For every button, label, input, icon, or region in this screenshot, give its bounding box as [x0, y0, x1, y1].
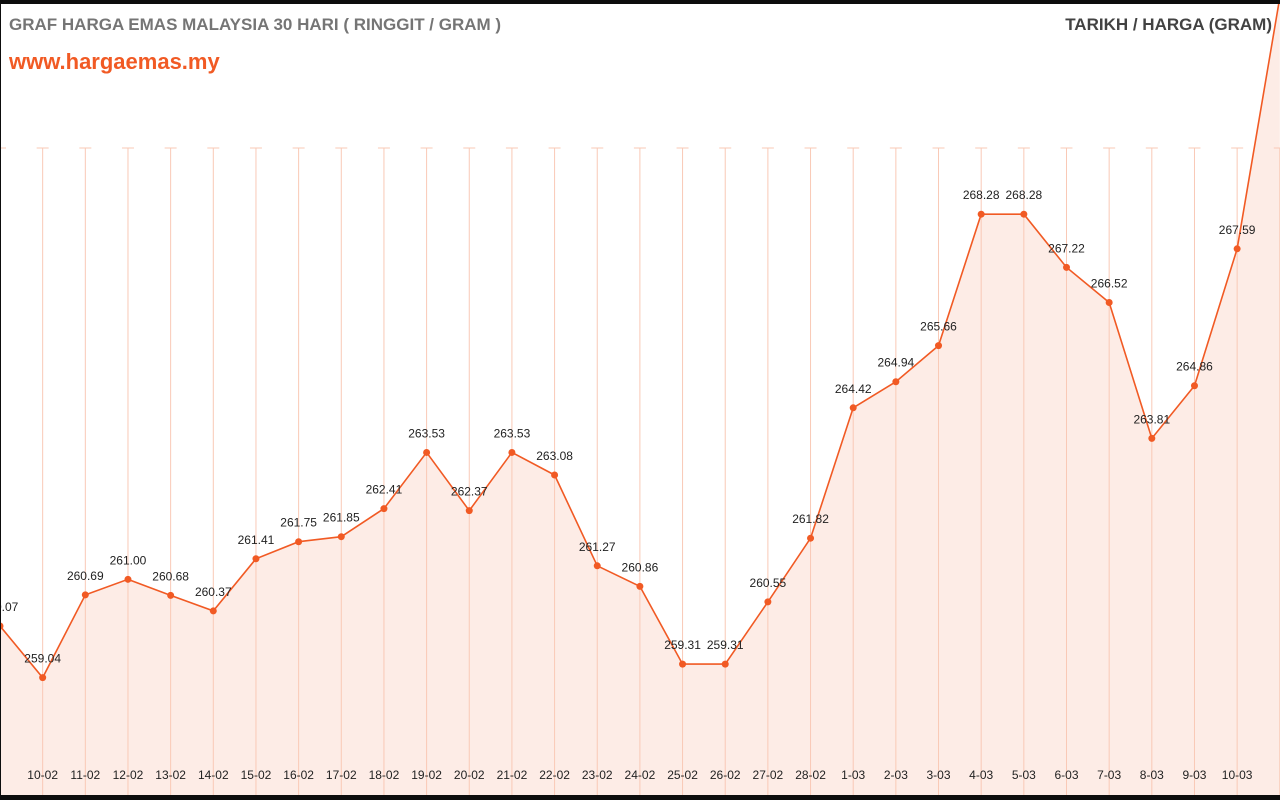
data-label: 263.53 — [408, 426, 445, 440]
data-label: 264.42 — [835, 382, 872, 396]
data-label: 264.86 — [1176, 360, 1213, 374]
data-point — [81, 591, 89, 599]
x-tick-label: 3-03 — [927, 768, 951, 782]
data-label: 260.68 — [152, 569, 189, 583]
data-label: 261.41 — [238, 533, 275, 547]
data-point — [764, 598, 772, 606]
legend-label: TARIKH / HARGA (GRAM) — [1065, 15, 1272, 34]
area-fill — [1, 4, 1280, 795]
data-point — [423, 448, 431, 456]
data-point — [252, 555, 260, 563]
data-label: 260.55 — [750, 576, 787, 590]
data-label: 263.81 — [1133, 412, 1170, 426]
x-tick-label: 10-02 — [27, 768, 58, 782]
x-tick-label: 15-02 — [241, 768, 272, 782]
chart-frame: 260.07 259.04 10-02 260.69 11-02 261.00 12-02 2… — [1, 4, 1280, 795]
data-point — [167, 591, 175, 599]
data-label: 260.37 — [195, 585, 232, 599]
data-label: 263.08 — [536, 449, 573, 463]
data-label: 264.94 — [878, 356, 915, 370]
x-tick-label: 11-02 — [70, 768, 100, 782]
x-tick-label: 7-03 — [1097, 768, 1121, 782]
data-label: 263.53 — [494, 426, 531, 440]
data-label: 261.75 — [280, 516, 317, 530]
x-tick-label: 4-03 — [969, 768, 993, 782]
data-point — [39, 674, 47, 682]
chart-title: GRAF HARGA EMAS MALAYSIA 30 HARI ( RINGG… — [9, 15, 502, 34]
data-point — [551, 471, 559, 479]
data-point — [721, 660, 729, 668]
data-label: 261.00 — [110, 553, 147, 567]
data-point — [636, 582, 644, 590]
data-label: 259.31 — [707, 638, 744, 652]
x-tick-label: 10-03 — [1222, 768, 1253, 782]
data-label: 267.59 — [1219, 223, 1256, 237]
data-point — [807, 534, 815, 542]
data-point — [295, 538, 303, 546]
data-point — [1148, 434, 1156, 442]
data-point — [508, 448, 516, 456]
data-label: 266.52 — [1091, 276, 1128, 290]
data-label: 260.69 — [67, 569, 104, 583]
data-label: 265.66 — [920, 320, 957, 334]
chart-plot: 260.07 259.04 10-02 260.69 11-02 261.00 12-02 2… — [1, 4, 1280, 795]
x-tick-label: 26-02 — [710, 768, 741, 782]
data-point — [1233, 245, 1241, 253]
x-tick-label: 25-02 — [667, 768, 698, 782]
x-tick-label: 19-02 — [411, 768, 442, 782]
data-point — [1063, 263, 1070, 271]
x-tick-label: 14-02 — [198, 768, 229, 782]
data-label: 259.31 — [664, 638, 701, 652]
data-point — [209, 607, 217, 615]
x-tick-label: 2-03 — [884, 768, 908, 782]
data-point — [892, 378, 900, 386]
data-point — [337, 533, 345, 541]
data-label: 260.07 — [1, 600, 19, 614]
x-tick-label: 24-02 — [625, 768, 656, 782]
data-label: 259.04 — [24, 652, 61, 666]
data-point — [935, 342, 943, 350]
data-label: 267.22 — [1048, 241, 1085, 255]
data-label: 268.28 — [963, 188, 1000, 202]
x-tick-label: 9-03 — [1182, 768, 1206, 782]
data-point — [380, 505, 388, 513]
data-label: 260.86 — [622, 560, 659, 574]
x-tick-label: 13-02 — [155, 768, 186, 782]
x-tick-label: 28-02 — [795, 768, 826, 782]
x-tick-label: 6-03 — [1054, 768, 1078, 782]
data-point — [593, 562, 601, 570]
data-label: 261.27 — [579, 540, 616, 554]
data-point — [1020, 210, 1028, 218]
x-tick-label: 20-02 — [454, 768, 485, 782]
x-tick-label: 1-03 — [841, 768, 865, 782]
data-point — [977, 210, 985, 218]
x-tick-label: 12-02 — [113, 768, 144, 782]
data-point — [124, 575, 132, 583]
data-point — [849, 404, 857, 412]
data-label: 268.28 — [1005, 188, 1042, 202]
data-label: 261.85 — [323, 511, 360, 525]
x-tick-label: 17-02 — [326, 768, 357, 782]
data-point — [679, 660, 687, 668]
data-point — [465, 507, 473, 515]
data-label: 261.82 — [792, 512, 829, 526]
x-tick-label: 23-02 — [582, 768, 613, 782]
data-point — [1, 622, 4, 630]
site-link[interactable]: www.hargaemas.my — [9, 49, 220, 74]
x-tick-label: 21-02 — [497, 768, 528, 782]
x-tick-label: 27-02 — [753, 768, 784, 782]
x-tick-label: 22-02 — [539, 768, 570, 782]
x-tick-label: 8-03 — [1140, 768, 1164, 782]
x-tick-label: 18-02 — [369, 768, 400, 782]
data-label: 262.41 — [366, 483, 403, 497]
data-point — [1105, 298, 1113, 306]
data-point — [1190, 382, 1198, 390]
x-tick-label: 5-03 — [1012, 768, 1036, 782]
data-label: 262.37 — [451, 485, 488, 499]
x-tick-label: 16-02 — [283, 768, 314, 782]
